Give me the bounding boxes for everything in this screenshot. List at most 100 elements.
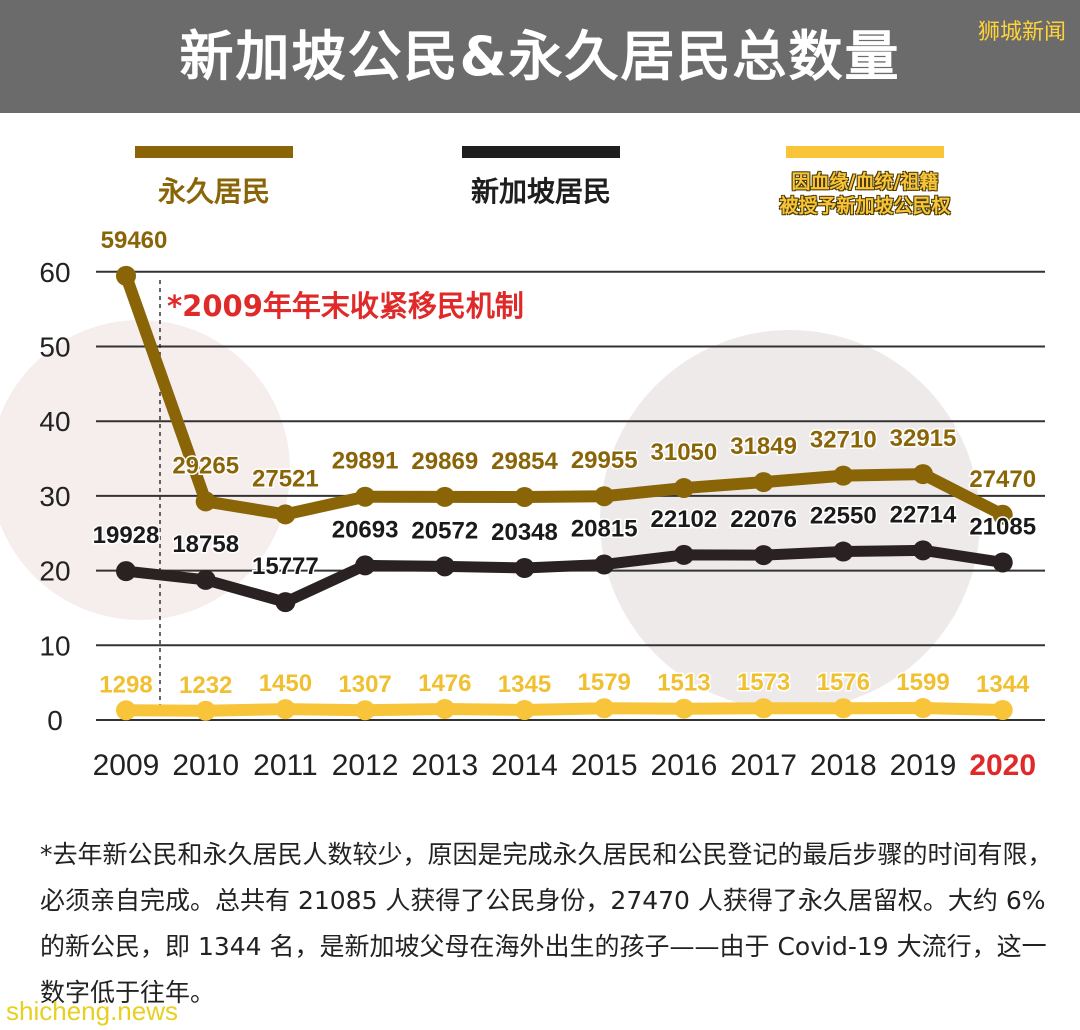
- data-point: [673, 698, 694, 719]
- data-label: 20693: [332, 516, 399, 543]
- y-tick-label: 40: [39, 406, 70, 437]
- data-label: 1307: [338, 671, 391, 698]
- data-label: 22714: [890, 501, 957, 528]
- x-tick-label: 2011: [253, 749, 318, 782]
- x-tick-label: 2019: [890, 749, 957, 782]
- data-label: 20348: [491, 519, 558, 546]
- data-label: 15777: [252, 553, 319, 580]
- x-tick-label: 2009: [93, 749, 160, 782]
- data-label: 1345: [498, 671, 551, 698]
- legend-descent-label-2: 被授予新加坡公民权: [779, 195, 951, 217]
- footnote: *去年新公民和永久居民人数较少，原因是完成永久居民和公民登记的最后步骤的时间有限…: [40, 840, 1053, 1007]
- x-tick-label: 2013: [411, 749, 478, 782]
- data-point: [673, 544, 694, 565]
- data-point: [195, 569, 216, 590]
- x-tick-label: 2014: [491, 749, 558, 782]
- data-label: 19928: [93, 522, 160, 549]
- data-point: [913, 540, 933, 561]
- y-tick-label: 30: [39, 481, 70, 512]
- legend-pr-label: 永久居民: [157, 175, 270, 208]
- data-point: [673, 478, 694, 499]
- data-point: [594, 486, 615, 507]
- data-label: 1513: [657, 670, 710, 697]
- data-label: 20572: [411, 517, 478, 544]
- y-tick-label: 0: [47, 705, 63, 736]
- y-tick-label: 10: [39, 630, 70, 661]
- legend-citizen-label: 新加坡居民: [470, 175, 611, 208]
- y-tick-label: 50: [39, 332, 70, 363]
- data-point: [992, 552, 1013, 573]
- data-label: 32915: [890, 425, 957, 452]
- data-label: 1476: [418, 670, 471, 697]
- data-point: [753, 545, 774, 566]
- legend-pr-swatch: [135, 146, 293, 158]
- x-tick-label: 2018: [810, 749, 877, 782]
- chart-title: 新加坡公民&永久居民总数量: [179, 25, 901, 88]
- data-label: 22550: [810, 503, 877, 530]
- x-tick-label: 2015: [571, 749, 638, 782]
- brand-label: 狮城新闻: [977, 20, 1066, 45]
- data-label: 1298: [99, 671, 152, 698]
- background-mascot-shape: [0, 320, 290, 620]
- data-point: [275, 592, 296, 613]
- data-point: [833, 698, 854, 719]
- y-tick-label: 20: [39, 556, 70, 587]
- data-point: [753, 472, 774, 493]
- data-label: 1450: [259, 670, 312, 697]
- data-point: [275, 504, 296, 525]
- data-point: [514, 699, 535, 720]
- legend-citizen-swatch: [462, 146, 620, 158]
- data-label: 29955: [571, 447, 638, 474]
- data-label: 29265: [172, 452, 239, 479]
- annotation-text: *2009年年末收紧移民机制: [167, 289, 524, 323]
- legend-citizen: 新加坡居民: [462, 146, 620, 210]
- data-label: 1599: [896, 669, 949, 696]
- data-point: [753, 698, 774, 719]
- data-point: [992, 504, 1013, 525]
- data-point: [833, 465, 854, 486]
- site-watermark: shicheng.news: [6, 996, 178, 1026]
- data-point: [116, 561, 136, 582]
- data-label: 1344: [976, 671, 1030, 698]
- data-label: 20815: [571, 516, 638, 543]
- data-point: [195, 700, 216, 721]
- data-label: 27521: [252, 465, 319, 492]
- series-line-1: [125, 544, 1004, 608]
- data-label: 1232: [179, 672, 232, 699]
- data-label: 18758: [172, 531, 239, 558]
- x-tick-label: 2020: [969, 749, 1036, 782]
- data-point: [913, 698, 933, 719]
- data-point: [913, 464, 933, 485]
- y-tick-label: 60: [39, 257, 70, 288]
- data-label: 1579: [578, 669, 631, 696]
- data-point: [434, 698, 455, 719]
- data-label: 22076: [730, 506, 797, 533]
- legend-descent-swatch: [786, 146, 944, 158]
- data-point: [116, 265, 136, 286]
- series-line-2: [125, 702, 1003, 717]
- data-point: [434, 486, 455, 507]
- x-tick-label: 2012: [332, 749, 399, 782]
- legend-descent-label-1: 因血缘/血统/祖籍: [791, 171, 939, 193]
- data-label: 21085: [969, 513, 1036, 540]
- data-point: [355, 555, 376, 576]
- data-label: 32710: [810, 427, 877, 454]
- data-label: 29891: [332, 448, 399, 475]
- data-point: [355, 700, 376, 721]
- title-banner: [0, 0, 1080, 113]
- data-point: [594, 554, 615, 575]
- series-line-0: [120, 273, 1006, 521]
- x-tick-label: 2010: [172, 749, 239, 782]
- background-mascot-shape: [600, 330, 980, 710]
- data-label: 29854: [491, 448, 558, 475]
- data-point: [355, 486, 376, 507]
- legend-descent: 因血缘/血统/祖籍 被授予新加坡公民权: [735, 146, 995, 218]
- data-label: 1576: [817, 669, 870, 696]
- data-label: 31849: [730, 433, 797, 460]
- data-point: [116, 700, 136, 721]
- data-point: [514, 558, 535, 579]
- data-point: [992, 699, 1013, 720]
- data-point: [514, 486, 535, 507]
- data-point: [195, 491, 216, 512]
